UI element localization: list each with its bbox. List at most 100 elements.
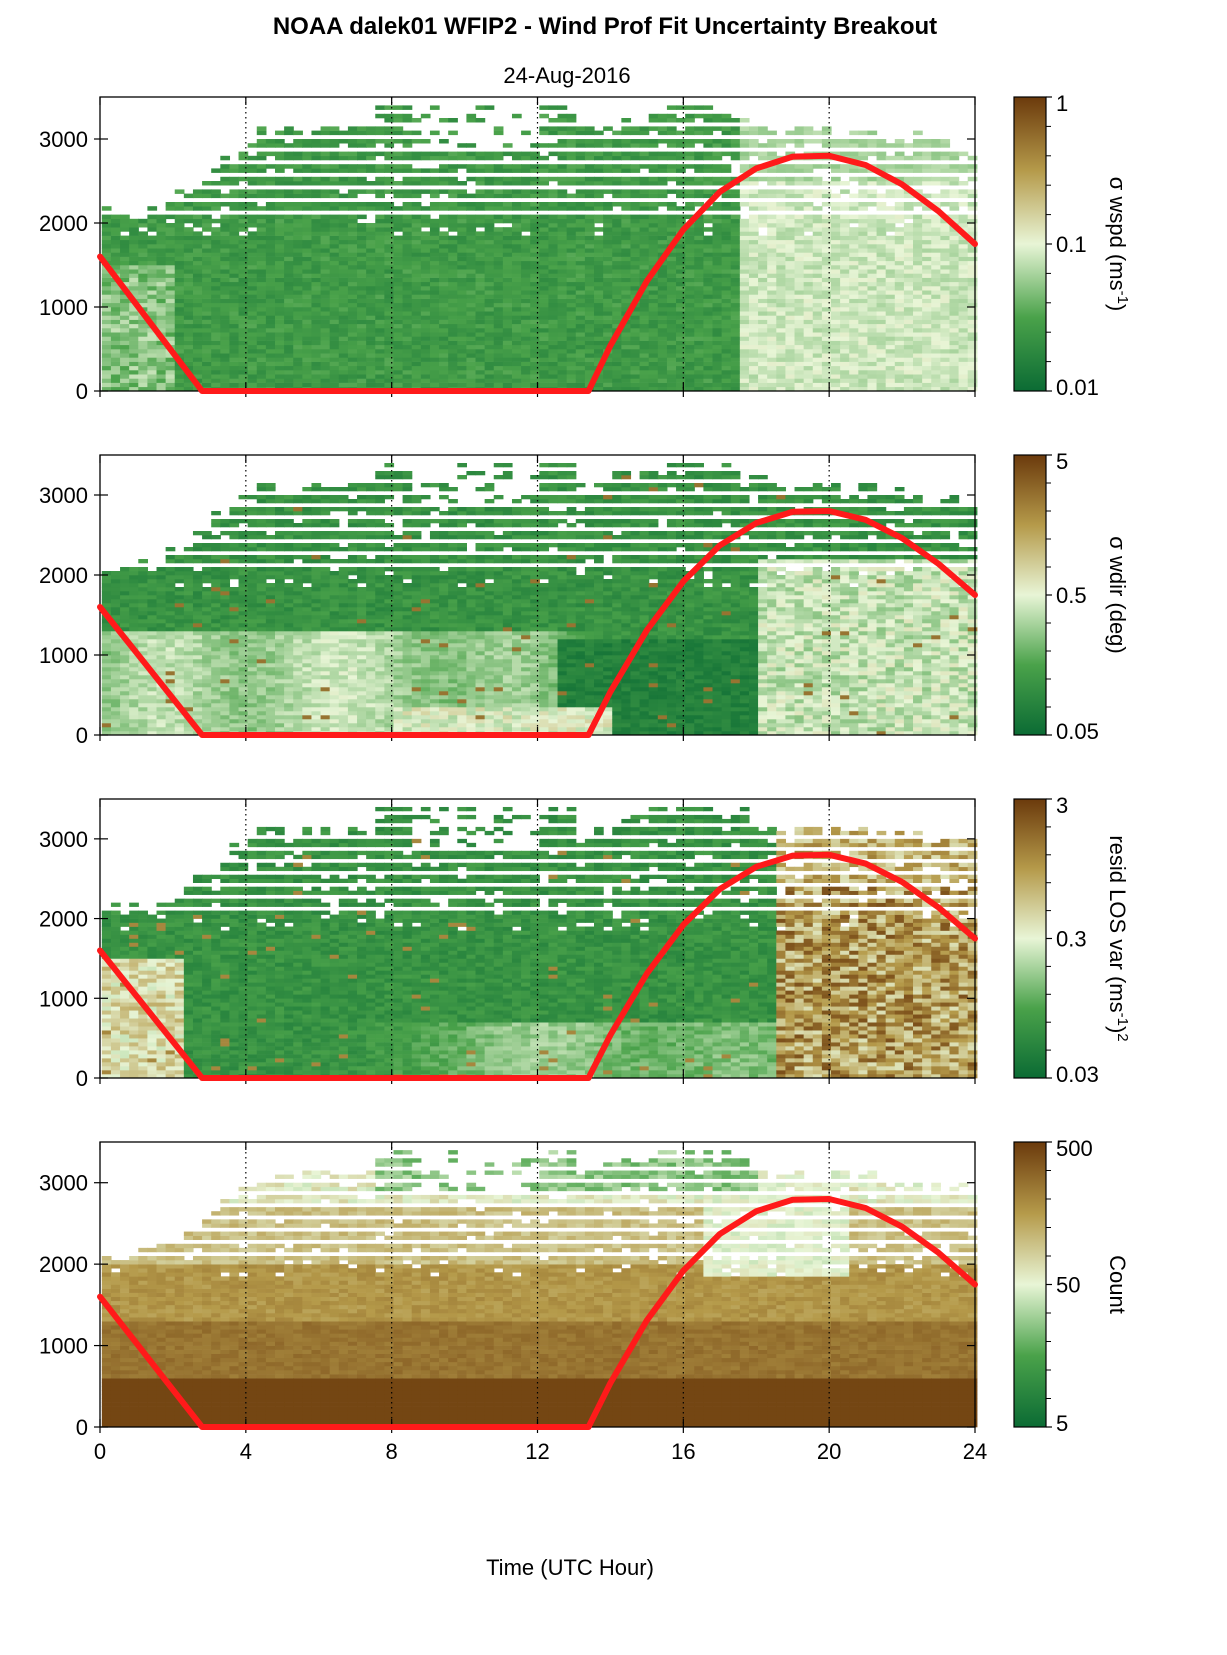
heatmap-cell — [466, 307, 477, 312]
heatmap-cell — [402, 214, 413, 220]
heatmap-cell — [493, 349, 504, 354]
heatmap-cell — [375, 218, 385, 224]
heatmap-cell — [256, 332, 267, 337]
heatmap-cell — [657, 244, 668, 249]
heatmap-cell — [320, 218, 331, 224]
heatmap-cell — [794, 189, 805, 194]
heatmap-cell — [721, 344, 732, 350]
heatmap-cell — [794, 340, 805, 346]
heatmap-cell — [803, 382, 814, 388]
heatmap-cell — [439, 231, 449, 236]
heatmap-cell — [730, 344, 741, 350]
heatmap-cell — [967, 361, 978, 367]
heatmap-cell — [302, 370, 313, 375]
heatmap-cell — [466, 164, 477, 169]
heatmap-cell — [712, 239, 723, 245]
heatmap-cell — [931, 260, 941, 266]
heatmap-cell — [584, 378, 595, 383]
heatmap-cell — [776, 332, 787, 337]
heatmap-cell — [785, 168, 796, 173]
heatmap-cell — [338, 344, 349, 350]
heatmap-cell — [211, 235, 221, 241]
heatmap-cell — [475, 302, 486, 308]
heatmap-cell — [639, 239, 650, 245]
heatmap-cell — [275, 244, 285, 249]
heatmap-cell — [256, 252, 267, 257]
heatmap-cell — [101, 277, 112, 283]
heatmap-cell — [238, 382, 249, 388]
heatmap-cell — [648, 302, 659, 308]
heatmap-cell — [420, 332, 431, 337]
heatmap-cell — [384, 168, 395, 173]
heatmap-cell — [429, 235, 440, 241]
heatmap-cell — [357, 260, 367, 266]
heatmap-cell — [530, 319, 540, 325]
heatmap-cell — [949, 378, 960, 383]
heatmap-cell — [776, 361, 787, 367]
heatmap-cell — [229, 344, 240, 350]
heatmap-cell — [730, 269, 741, 274]
heatmap-cell — [903, 370, 914, 375]
heatmap-cell — [229, 189, 240, 194]
heatmap-cell — [275, 227, 285, 232]
heatmap-cell — [502, 164, 513, 169]
heatmap-cell — [110, 290, 121, 295]
heatmap-cell — [475, 357, 486, 362]
heatmap-cell — [676, 260, 686, 266]
heatmap-cell — [840, 218, 850, 224]
heatmap-cell — [657, 357, 668, 362]
heatmap-cell — [366, 332, 376, 337]
heatmap-cell — [320, 235, 331, 241]
heatmap-cell — [338, 244, 349, 249]
heatmap-cell — [858, 307, 869, 312]
heatmap-cell — [566, 244, 577, 249]
heatmap-cell — [156, 323, 167, 329]
heatmap-cell — [284, 143, 294, 148]
heatmap-cell — [575, 307, 586, 312]
heatmap-cell — [448, 365, 458, 371]
heatmap-cell — [429, 294, 440, 299]
heatmap-cell — [229, 214, 240, 220]
heatmap-cell — [238, 286, 249, 291]
heatmap-cell — [794, 298, 805, 304]
heatmap-cell — [229, 223, 240, 228]
heatmap-cell — [603, 164, 613, 169]
heatmap-cell — [739, 361, 750, 367]
heatmap-cell — [566, 286, 577, 291]
heatmap-cell — [776, 248, 787, 253]
heatmap-cell — [484, 277, 495, 283]
heatmap-cell — [448, 332, 458, 337]
heatmap-cell — [557, 353, 568, 358]
heatmap-cell — [657, 328, 668, 333]
heatmap-cell — [922, 227, 932, 232]
heatmap-cell — [867, 374, 878, 379]
heatmap-cell — [511, 231, 522, 236]
heatmap-cell — [748, 269, 759, 274]
heatmap-cell — [694, 382, 704, 388]
heatmap-cell — [812, 273, 823, 278]
heatmap-cell — [748, 357, 759, 362]
heatmap-cell — [493, 126, 504, 131]
heatmap-cell — [475, 248, 486, 253]
heatmap-cell — [192, 202, 203, 207]
heatmap-cell — [648, 235, 659, 241]
heatmap-cell — [211, 374, 221, 379]
heatmap-cell — [903, 273, 914, 278]
heatmap-cell — [357, 130, 367, 136]
heatmap-cell — [794, 256, 805, 262]
heatmap-cell — [721, 281, 732, 287]
heatmap-cell — [940, 227, 951, 232]
heatmap-cell — [940, 294, 951, 299]
heatmap-cell — [694, 239, 704, 245]
heatmap-cell — [621, 386, 632, 392]
heatmap-cell — [402, 378, 413, 383]
heatmap-cell — [603, 365, 613, 371]
heatmap-cell — [685, 248, 695, 253]
heatmap-cell — [575, 248, 586, 253]
heatmap-cell — [101, 336, 112, 341]
heatmap-cell — [758, 260, 768, 266]
heatmap-cell — [530, 248, 540, 253]
heatmap-cell — [366, 311, 376, 316]
heatmap-cell — [748, 302, 759, 308]
heatmap-cell — [931, 286, 941, 291]
